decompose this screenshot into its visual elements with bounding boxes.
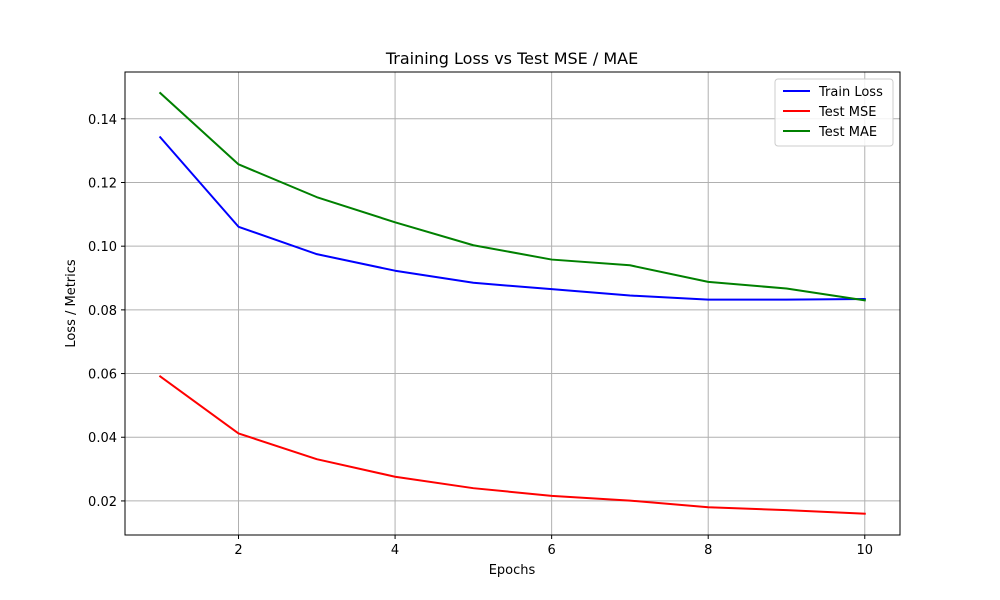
y-tick-label: 0.06 <box>88 368 117 383</box>
legend-entry: Test MAE <box>783 125 877 140</box>
y-tick-label: 0.10 <box>88 240 117 255</box>
y-tick-label: 0.02 <box>88 495 117 510</box>
x-tick-label: 10 <box>856 543 873 558</box>
x-axis-label: Epochs <box>489 563 536 578</box>
legend-label-train-loss: Train Loss <box>818 85 883 100</box>
x-tick-label: 2 <box>234 543 242 558</box>
x-tick-label: 4 <box>391 543 399 558</box>
grid <box>125 72 900 535</box>
y-axis-label: Loss / Metrics <box>64 259 79 348</box>
legend-label-test-mse: Test MSE <box>818 105 876 120</box>
legend-entry: Train Loss <box>783 85 883 100</box>
series-line-test-mae <box>158 91 866 302</box>
y-tick-label: 0.04 <box>88 431 117 446</box>
series-line-train-loss <box>158 135 866 301</box>
legend: Train Loss Test MSE Test MAE <box>774 78 894 147</box>
axis-ticks: 2 4 6 8 10 0.02 0.04 0.06 0.08 0.10 0.12 0.14 <box>88 113 873 558</box>
legend-box <box>774 78 894 147</box>
x-tick-label: 6 <box>548 543 556 558</box>
series-line-test-mse <box>158 375 866 515</box>
chart-title: Training Loss vs Test MSE / MAE <box>385 49 638 68</box>
legend-entry: Test MSE <box>783 105 876 120</box>
plot-frame <box>124 71 901 536</box>
series-layer <box>158 91 866 515</box>
x-tick-label: 8 <box>704 543 712 558</box>
y-tick-label: 0.08 <box>88 304 117 319</box>
legend-label-test-mae: Test MAE <box>818 125 877 140</box>
y-tick-label: 0.14 <box>88 113 117 128</box>
y-tick-label: 0.12 <box>88 176 117 191</box>
